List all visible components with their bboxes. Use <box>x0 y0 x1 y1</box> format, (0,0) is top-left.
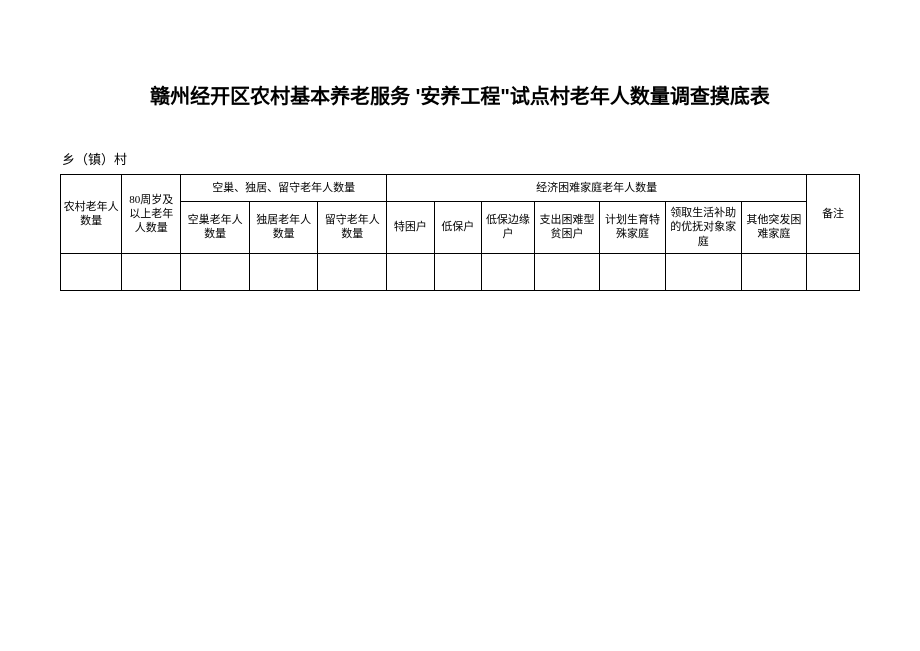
col-group-economic-hardship: 经济困难家庭老年人数量 <box>387 175 807 202</box>
col-family-planning-special: 计划生育特殊家庭 <box>600 202 665 254</box>
col-over-80-count: 80周岁及以上老年人数量 <box>122 175 181 254</box>
survey-table: 农村老年人数量 80周岁及以上老年人数量 空巢、独居、留守老年人数量 经济困难家… <box>60 174 860 291</box>
col-extreme-poverty: 特困户 <box>387 202 434 254</box>
col-subsidy-recipient: 领取生活补助的优抚对象家庭 <box>665 202 741 254</box>
cell-rural-elderly <box>61 253 122 290</box>
col-low-income: 低保户 <box>434 202 481 254</box>
col-low-income-edge: 低保边缘户 <box>482 202 535 254</box>
document-page: 赣州经开区农村基本养老服务 '安养工程"试点村老年人数量调查摸底表 乡（镇）村 … <box>0 0 920 291</box>
col-left-behind-count: 留守老年人数量 <box>318 202 387 254</box>
cell-low-income-edge <box>482 253 535 290</box>
cell-over-80 <box>122 253 181 290</box>
cell-expenditure-poverty <box>534 253 599 290</box>
cell-remarks <box>807 253 860 290</box>
cell-left-behind <box>318 253 387 290</box>
col-other-sudden-hardship: 其他突发困难家庭 <box>741 202 806 254</box>
cell-family-planning <box>600 253 665 290</box>
cell-extreme-poverty <box>387 253 434 290</box>
col-rural-elderly-count: 农村老年人数量 <box>61 175 122 254</box>
col-remarks: 备注 <box>807 175 860 254</box>
cell-other-hardship <box>741 253 806 290</box>
table-row <box>61 253 860 290</box>
cell-subsidy-recipient <box>665 253 741 290</box>
cell-empty-nest <box>181 253 250 290</box>
cell-living-alone <box>249 253 318 290</box>
page-title: 赣州经开区农村基本养老服务 '安养工程"试点村老年人数量调查摸底表 <box>60 80 860 109</box>
col-empty-nest-count: 空巢老年人数量 <box>181 202 250 254</box>
cell-low-income <box>434 253 481 290</box>
col-living-alone-count: 独居老年人数量 <box>249 202 318 254</box>
col-expenditure-poverty: 支出困难型贫困户 <box>534 202 599 254</box>
subtitle-label: 乡（镇）村 <box>60 149 860 168</box>
col-group-empty-nest: 空巢、独居、留守老年人数量 <box>181 175 387 202</box>
